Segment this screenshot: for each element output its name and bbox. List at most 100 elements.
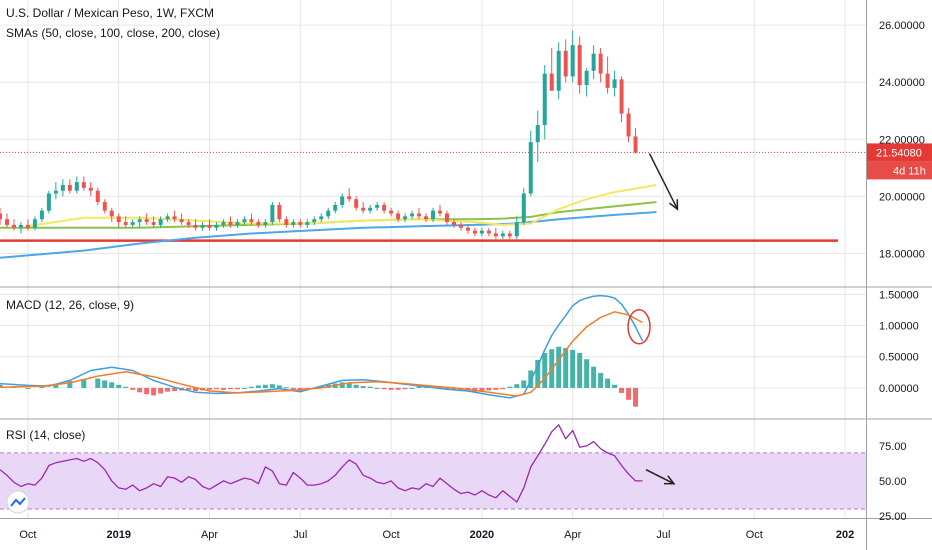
time-axis-label: 2020 bbox=[470, 529, 494, 541]
candle-body bbox=[193, 224, 198, 228]
macd-histogram-bar bbox=[612, 384, 618, 388]
candle-body bbox=[326, 210, 331, 217]
macd-histogram-bar bbox=[269, 384, 275, 388]
macd-histogram-bar bbox=[172, 387, 178, 392]
candle-body bbox=[186, 222, 191, 225]
macd-histogram-bar bbox=[186, 387, 192, 390]
macd-histogram-bar bbox=[507, 386, 513, 388]
candle-body bbox=[500, 233, 505, 237]
time-axis-label: Apr bbox=[564, 529, 581, 541]
candle-body bbox=[361, 207, 366, 211]
macd-histogram-bar bbox=[137, 387, 143, 393]
candle-body bbox=[424, 216, 429, 220]
candle-body bbox=[626, 113, 631, 137]
candle-body bbox=[74, 182, 79, 191]
rsi-band bbox=[0, 452, 866, 509]
macd-histogram-bar bbox=[0, 384, 3, 388]
macd-histogram-bar bbox=[283, 387, 289, 389]
candle-body bbox=[151, 222, 156, 225]
macd-histogram-bar bbox=[486, 387, 492, 391]
macd-histogram-bar bbox=[374, 387, 380, 389]
candle-body bbox=[305, 222, 310, 225]
candle-body bbox=[263, 222, 268, 225]
annotation-arrow-head bbox=[669, 199, 679, 211]
rsi-axis-label: 50.00 bbox=[879, 476, 907, 488]
candle-body bbox=[591, 53, 596, 71]
macd-histogram-bar bbox=[290, 387, 296, 390]
macd-histogram-bar bbox=[39, 386, 45, 388]
candle-body bbox=[514, 222, 519, 237]
macd-histogram-bar bbox=[339, 382, 345, 388]
annotation-circle bbox=[627, 309, 651, 345]
macd-histogram-bar bbox=[67, 381, 73, 388]
macd-histogram-bar bbox=[570, 349, 576, 388]
macd-histogram-bar bbox=[626, 387, 632, 400]
macd-axis-label: 1.50000 bbox=[879, 289, 919, 301]
macd-histogram-bar bbox=[158, 387, 164, 394]
annotation-arrow-shaft bbox=[648, 153, 679, 210]
candle-body bbox=[158, 219, 163, 225]
macd-histogram-bar bbox=[521, 380, 527, 388]
candle-body bbox=[479, 230, 484, 234]
candle-body bbox=[130, 222, 135, 225]
candle-body bbox=[354, 199, 359, 208]
macd-histogram-bar bbox=[535, 359, 541, 388]
countdown-label: 4d 11h bbox=[893, 165, 926, 177]
macd-histogram-bar bbox=[255, 385, 261, 388]
candle-body bbox=[116, 216, 121, 223]
candle-body bbox=[207, 224, 212, 228]
candle-body bbox=[507, 233, 512, 237]
macd-histogram-bar bbox=[151, 387, 157, 396]
candle-body bbox=[382, 204, 387, 211]
candle-body bbox=[584, 70, 589, 86]
candle-body bbox=[528, 142, 533, 194]
annotation-arrow-shaft bbox=[645, 469, 675, 485]
countdown-badge bbox=[867, 161, 932, 180]
macd-histogram-bar bbox=[109, 382, 115, 388]
candle-body bbox=[333, 204, 338, 211]
time-axis-label: Oct bbox=[19, 529, 36, 541]
candle-body bbox=[521, 193, 526, 223]
time-axis-label: Apr bbox=[201, 529, 218, 541]
candle-body bbox=[368, 207, 373, 211]
candle-body bbox=[451, 222, 456, 225]
candle-body bbox=[11, 224, 16, 228]
macd-histogram-bar bbox=[556, 346, 562, 388]
candle-body bbox=[200, 224, 205, 228]
candle-body bbox=[60, 184, 65, 191]
candle-body bbox=[403, 216, 408, 220]
candle-body bbox=[95, 190, 100, 203]
candle-body bbox=[109, 210, 114, 217]
macd-histogram-bar bbox=[542, 353, 548, 388]
candle-body bbox=[172, 216, 177, 220]
candle-body bbox=[493, 233, 498, 237]
candle-body bbox=[444, 213, 449, 223]
macd-histogram-bar bbox=[381, 387, 387, 390]
macd-histogram-bar bbox=[53, 384, 59, 388]
candle-body bbox=[46, 193, 51, 211]
candle-body bbox=[277, 204, 282, 220]
price-axis-label: 22.00000 bbox=[879, 134, 925, 146]
time-axis-label: Oct bbox=[383, 529, 400, 541]
annotation-arrow-head bbox=[663, 475, 676, 485]
candle-body bbox=[270, 204, 275, 223]
price-axis-label: 24.00000 bbox=[879, 77, 925, 89]
time-axis-label: Oct bbox=[746, 529, 763, 541]
candle-body bbox=[340, 196, 345, 205]
macd-histogram-bar bbox=[563, 348, 569, 388]
candle-body bbox=[291, 222, 296, 225]
price-axis-label: 26.00000 bbox=[879, 20, 925, 32]
time-axis-label: 202 bbox=[836, 529, 854, 541]
macd-histogram-bar bbox=[619, 387, 625, 393]
rsi-axis-label: 25.00 bbox=[879, 511, 907, 523]
time-axis-label: Jul bbox=[656, 529, 670, 541]
macd-histogram-bar bbox=[353, 384, 359, 388]
rsi-line bbox=[0, 424, 643, 503]
candle-body bbox=[165, 216, 170, 220]
candle-body bbox=[472, 230, 477, 234]
candle-body bbox=[0, 213, 2, 220]
macd-histogram-bar bbox=[479, 387, 485, 392]
macd-histogram-bar bbox=[130, 387, 136, 390]
macd-histogram-bar bbox=[214, 387, 219, 390]
candle-body bbox=[549, 73, 554, 91]
